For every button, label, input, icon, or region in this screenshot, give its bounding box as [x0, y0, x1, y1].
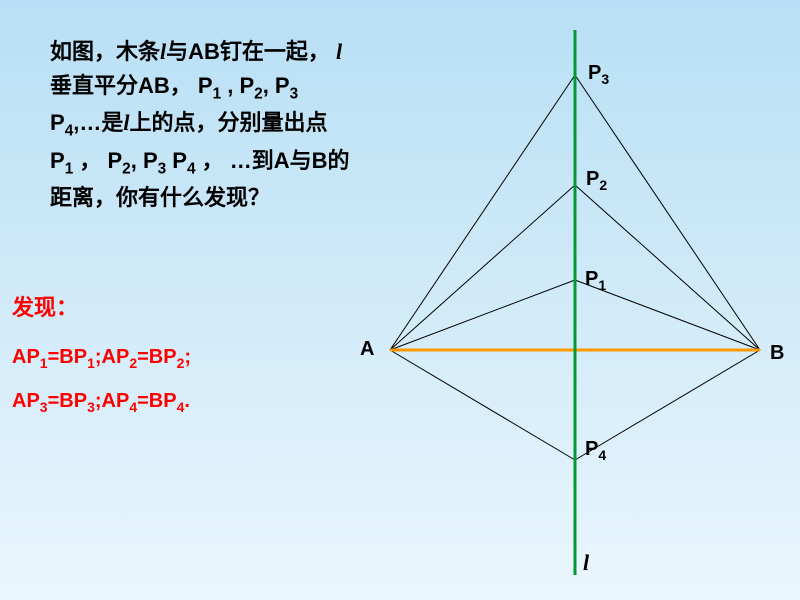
finding-text: AP1=BP1;AP2=BP2; AP3=BP3;AP4=BP4.	[12, 335, 191, 423]
label-P4: P4	[585, 438, 606, 463]
finding-label: 发现：	[12, 290, 78, 322]
label-P2: P2	[586, 168, 607, 193]
problem-line: 如图，木条l与AB钉在一起， l 垂直平分AB， P1 , P2, P3 P4,…	[50, 39, 350, 210]
slide: 如图，木条l与AB钉在一起， l 垂直平分AB， P1 , P2, P3 P4,…	[0, 0, 800, 600]
label-B: B	[770, 342, 784, 365]
diagram: A B P1 P2 P3 P4 l	[360, 20, 790, 580]
label-l: l	[583, 550, 589, 576]
label-P3: P3	[588, 62, 609, 87]
label-P1: P1	[585, 268, 606, 293]
label-A: A	[360, 338, 374, 361]
geometry-svg	[360, 20, 790, 580]
problem-text: 如图，木条l与AB钉在一起， l 垂直平分AB， P1 , P2, P3 P4,…	[50, 35, 380, 215]
